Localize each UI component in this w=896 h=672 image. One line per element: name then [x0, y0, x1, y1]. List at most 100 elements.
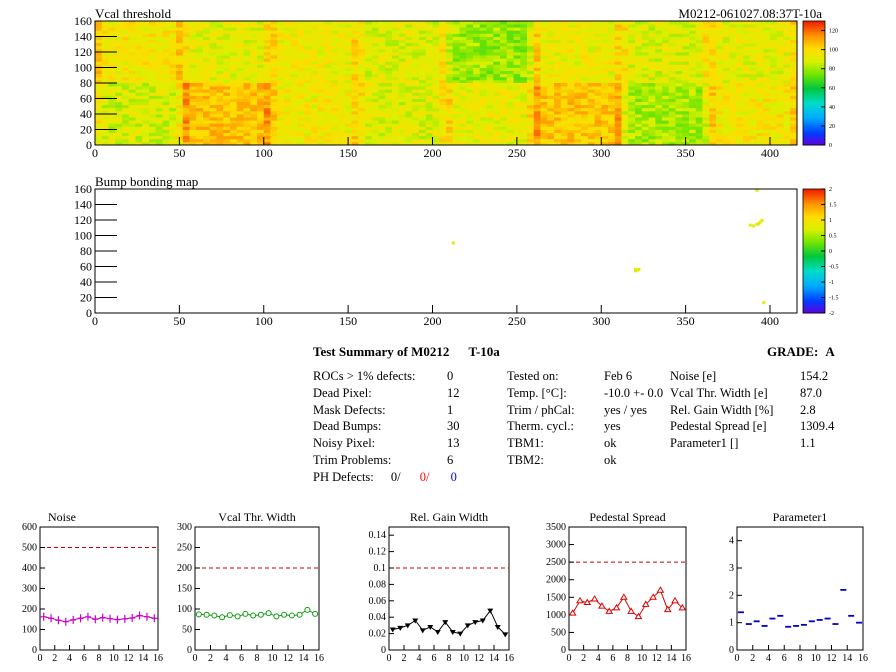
heatmap-cell: [236, 138, 244, 143]
heatmap-cell: [776, 30, 784, 34]
heatmap-cell: [324, 73, 332, 78]
heatmap-cell: [95, 64, 103, 68]
heatmap-cell: [567, 45, 575, 50]
heatmap-cell: [115, 117, 123, 121]
heatmap-cell: [209, 39, 217, 44]
heatmap-cell: [736, 86, 744, 90]
heatmap-cell: [203, 120, 211, 124]
heatmap-cell: [412, 98, 420, 102]
heatmap-cell: [439, 123, 447, 127]
heatmap-cell: [466, 39, 474, 44]
heatmap-cell: [128, 24, 136, 28]
heatmap-cell: [587, 95, 595, 99]
heatmap-cell: [122, 132, 130, 137]
heatmap-cell: [581, 86, 589, 90]
heatmap-cell: [115, 70, 123, 75]
heatmap-cell: [608, 86, 616, 90]
heatmap-cell: [101, 120, 109, 124]
heatmap-cell: [547, 67, 555, 71]
heatmap-cell: [95, 24, 103, 28]
heatmap-cell: [682, 114, 690, 118]
heatmap-cell: [155, 114, 163, 118]
heatmap-cell: [311, 70, 319, 75]
heatmap-cell: [297, 70, 305, 75]
heatmap-cell: [230, 101, 238, 106]
heatmap-cell: [257, 83, 265, 87]
heatmap-cell: [500, 120, 508, 124]
heatmap-cell: [243, 24, 251, 28]
heatmap-cell: [601, 79, 609, 84]
heatmap-cell: [689, 89, 697, 93]
heatmap-cell: [122, 79, 130, 84]
heatmap-cell: [736, 30, 744, 34]
heatmap-cell: [486, 110, 494, 115]
heatmap-cell: [668, 98, 676, 102]
heatmap-cell: [405, 48, 413, 53]
heatmap-cell: [446, 114, 454, 118]
heatmap-cell: [351, 141, 359, 146]
heatmap-cell: [486, 64, 494, 68]
heatmap-cell: [594, 107, 602, 112]
heatmap-cell: [142, 70, 150, 75]
heatmap-cell: [709, 33, 717, 37]
heatmap-cell: [695, 42, 703, 47]
heatmap-cell: [317, 73, 325, 78]
heatmap-cell: [695, 110, 703, 115]
heatmap-cell: [115, 135, 123, 140]
heatmap-cell: [304, 27, 312, 31]
heatmap-cell: [101, 107, 109, 112]
heatmap-cell: [284, 86, 292, 90]
heatmap-cell: [419, 132, 427, 137]
heatmap-cell: [790, 24, 798, 28]
heatmap-cell: [135, 76, 143, 81]
heatmap-cell: [675, 70, 683, 75]
heatmap-cell: [358, 33, 366, 37]
heatmap-cell: [749, 132, 757, 137]
heatmap-cell: [216, 64, 224, 68]
heatmap-cell: [425, 27, 433, 31]
heatmap-cell: [736, 141, 744, 146]
heatmap-cell: [493, 138, 501, 143]
data-point: [136, 611, 143, 620]
heatmap-cell: [473, 141, 481, 146]
heatmap-cell: [702, 67, 710, 71]
heatmap-cell: [655, 98, 663, 102]
heatmap-cell: [506, 76, 514, 81]
result-label: Noise [e]: [670, 369, 717, 383]
heatmap-cell: [405, 132, 413, 137]
heatmap-cell: [378, 135, 386, 140]
data-point: [590, 595, 599, 602]
heatmap-cell: [412, 79, 420, 84]
colorbar-band: [803, 93, 825, 96]
heatmap-cell: [540, 33, 548, 37]
colorbar-band: [803, 228, 825, 231]
heatmap-cell: [419, 61, 427, 65]
heatmap-cell: [601, 110, 609, 115]
heatmap-cell: [203, 98, 211, 102]
heatmap-cell: [189, 39, 197, 44]
heatmap-cell: [128, 114, 136, 118]
heatmap-cell: [398, 117, 406, 121]
heatmap-cell: [533, 52, 541, 56]
data-point: [412, 618, 419, 624]
heatmap-cell: [736, 33, 744, 37]
heatmap-cell: [378, 138, 386, 143]
heatmap-cell: [479, 98, 487, 102]
defect-label: ROCs > 1% defects:: [313, 369, 416, 383]
heatmap-cell: [162, 30, 170, 34]
heatmap-cell: [709, 114, 717, 118]
heatmap-cell: [412, 55, 420, 59]
heatmap-cell: [581, 21, 589, 25]
colorbar-band: [803, 211, 825, 215]
heatmap-cell: [425, 123, 433, 127]
result-value: 87.0: [800, 385, 822, 400]
heatmap-cell: [581, 92, 589, 96]
heatmap-cell: [641, 95, 649, 99]
heatmap-cell: [439, 79, 447, 84]
heatmap-cell: [101, 21, 109, 25]
heatmap-cell: [473, 39, 481, 44]
heatmap-cell: [628, 61, 636, 65]
heatmap-cell: [108, 45, 116, 50]
y-tick-label: 4: [729, 536, 734, 547]
